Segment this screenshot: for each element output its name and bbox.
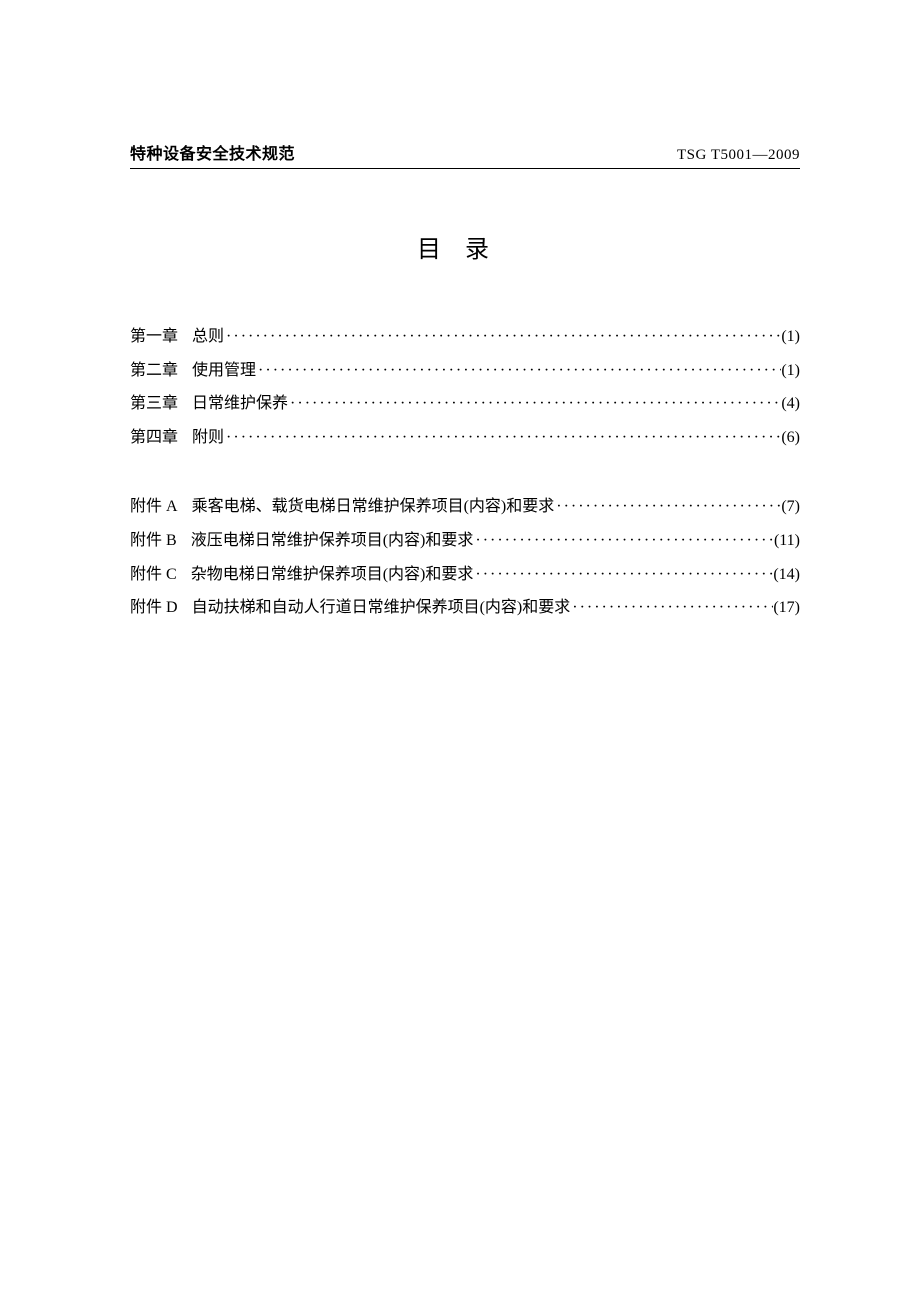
toc-entry-page: (6) <box>781 421 800 455</box>
toc-entry-page: (4) <box>781 387 800 421</box>
toc-entry-title: 日常维护保养 <box>192 387 288 421</box>
document-page: 特种设备安全技术规范 TSG T5001—2009 目录 第一章 总则 (1) … <box>0 0 920 625</box>
toc-entry-title: 附则 <box>192 421 224 455</box>
toc-entry-label: 第二章 <box>130 354 178 388</box>
toc-entry-label: 附件 C <box>130 558 177 592</box>
toc-leader-dots <box>554 490 781 524</box>
toc-entry: 第一章 总则 (1) <box>130 320 800 354</box>
toc-title: 目录 <box>130 229 800 264</box>
toc-entry: 附件 B 液压电梯日常维护保养项目(内容)和要求 (11) <box>130 524 800 558</box>
toc-leader-dots <box>224 320 781 354</box>
toc-entry: 附件 C 杂物电梯日常维护保养项目(内容)和要求 (14) <box>130 558 800 592</box>
toc-entry-title: 使用管理 <box>192 354 256 388</box>
toc-entry-title: 自动扶梯和自动人行道日常维护保养项目(内容)和要求 <box>192 591 571 625</box>
toc-entry-page: (14) <box>773 558 800 592</box>
toc-entry-page: (7) <box>781 490 800 524</box>
toc-entry: 第二章 使用管理 (1) <box>130 354 800 388</box>
toc-entry-page: (17) <box>773 591 800 625</box>
toc-leader-dots <box>473 558 773 592</box>
header-right-code: TSG T5001—2009 <box>677 147 800 164</box>
toc-leader-dots <box>224 421 781 455</box>
toc-entry-title: 液压电梯日常维护保养项目(内容)和要求 <box>191 524 474 558</box>
toc-appendices-group: 附件 A 乘客电梯、载货电梯日常维护保养项目(内容)和要求 (7) 附件 B 液… <box>130 490 800 624</box>
toc-leader-dots <box>288 387 781 421</box>
toc-entry-label: 附件 B <box>130 524 177 558</box>
toc-entry-page: (1) <box>781 354 800 388</box>
toc-entry-title: 乘客电梯、载货电梯日常维护保养项目(内容)和要求 <box>192 490 555 524</box>
toc-entry-label: 附件 A <box>130 490 178 524</box>
toc-leader-dots <box>256 354 781 388</box>
toc-entry-page: (11) <box>774 524 800 558</box>
toc-entry: 附件 A 乘客电梯、载货电梯日常维护保养项目(内容)和要求 (7) <box>130 490 800 524</box>
toc-leader-dots <box>473 524 774 558</box>
toc-entry-label: 第四章 <box>130 421 178 455</box>
toc-entry-title: 杂物电梯日常维护保养项目(内容)和要求 <box>191 558 474 592</box>
toc-entry-label: 第三章 <box>130 387 178 421</box>
toc-entry: 第三章 日常维护保养 (4) <box>130 387 800 421</box>
toc-entry-title: 总则 <box>192 320 224 354</box>
toc-chapters-group: 第一章 总则 (1) 第二章 使用管理 (1) 第三章 日常维护保养 (4) 第… <box>130 320 800 454</box>
running-header: 特种设备安全技术规范 TSG T5001—2009 <box>130 140 800 169</box>
header-left-text: 特种设备安全技术规范 <box>130 140 295 164</box>
toc-entry-label: 附件 D <box>130 591 178 625</box>
toc-entry: 附件 D 自动扶梯和自动人行道日常维护保养项目(内容)和要求 (17) <box>130 591 800 625</box>
toc-entry-label: 第一章 <box>130 320 178 354</box>
toc-entry: 第四章 附则 (6) <box>130 421 800 455</box>
toc-leader-dots <box>570 591 773 625</box>
toc-entry-page: (1) <box>781 320 800 354</box>
